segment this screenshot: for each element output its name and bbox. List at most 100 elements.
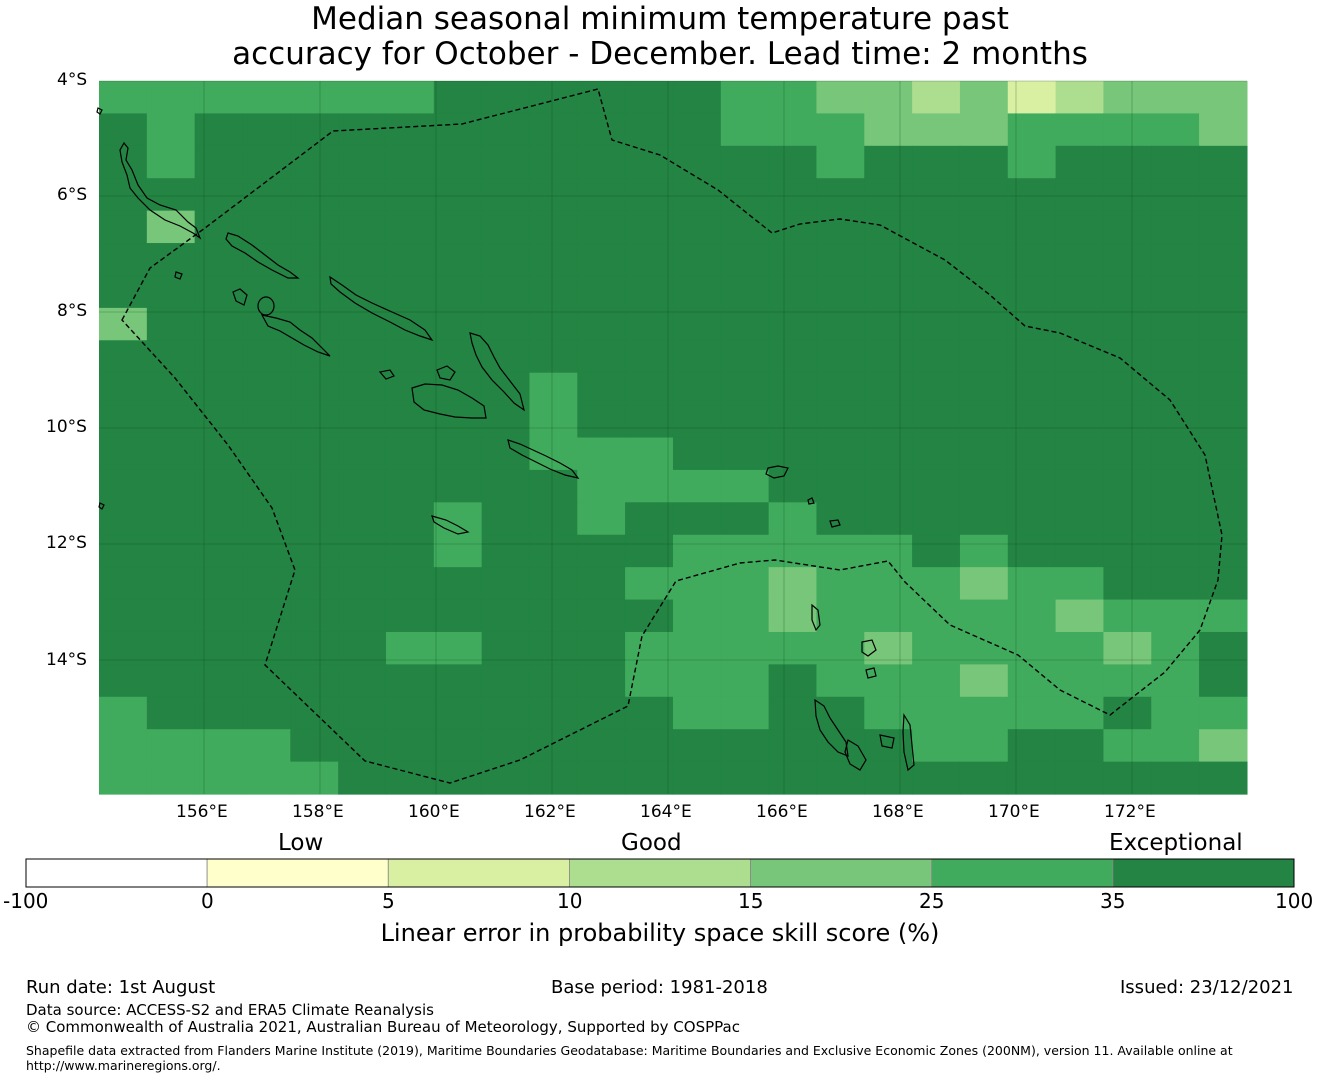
- grid-cell: [99, 437, 148, 471]
- grid-cell: [481, 696, 531, 730]
- grid-cell: [625, 340, 674, 374]
- grid-cell: [1007, 534, 1057, 568]
- grid-cell: [672, 599, 722, 633]
- grid-cell: [720, 178, 770, 212]
- santa-isabel-island: [329, 275, 434, 342]
- grid-cell: [959, 502, 1009, 536]
- data-source: Data source: ACCESS-S2 and ERA5 Climate …: [26, 1001, 434, 1019]
- y-label-8S: 8°S: [57, 301, 88, 321]
- grid-cell: [959, 599, 1009, 633]
- grid-cell: [959, 405, 1009, 439]
- grid-cell: [194, 631, 244, 665]
- grid-cell: [672, 178, 722, 212]
- grid-cell: [912, 210, 961, 244]
- grid-cell: [768, 210, 818, 244]
- map-title-line-2: accuracy for October - December. Lead ti…: [232, 36, 1088, 72]
- grid-cell: [912, 340, 961, 374]
- grid-cell: [672, 534, 722, 568]
- grid-cell: [1055, 696, 1105, 730]
- colorbar-swatch: [25, 858, 208, 888]
- grid-cell: [959, 437, 1009, 471]
- grid-cell: [1103, 437, 1152, 471]
- grid-cell: [577, 534, 626, 568]
- grid-cell: [864, 567, 913, 601]
- grid-cell: [529, 178, 578, 212]
- grid-cell: [290, 469, 339, 503]
- grid-cell: [385, 405, 435, 439]
- grid-cell: [672, 275, 722, 309]
- grid-cell: [577, 405, 626, 439]
- grid-cell: [385, 178, 435, 212]
- grid-cell: [1007, 81, 1057, 115]
- grid-cell: [577, 113, 626, 147]
- grid-cell: [912, 567, 961, 601]
- grid-cell: [338, 275, 387, 309]
- grid-cell: [768, 502, 818, 536]
- grid-cell: [481, 275, 531, 309]
- grid-cell: [864, 275, 913, 309]
- grid-cell: [481, 81, 531, 115]
- colorbar-swatch: [206, 858, 389, 888]
- grid-cell: [720, 664, 770, 698]
- grid-cell: [242, 178, 291, 212]
- grid-cell: [242, 729, 291, 763]
- grid-cell: [816, 81, 865, 115]
- x-label-168E: 168°E: [872, 802, 924, 822]
- grid-cell: [99, 372, 148, 406]
- grid-cell: [959, 631, 1009, 665]
- grid-cell: [338, 81, 387, 115]
- grid-cell: [672, 113, 722, 147]
- grid-cell: [1151, 567, 1200, 601]
- grid-cell: [768, 696, 818, 730]
- grid-cell: [1199, 599, 1248, 633]
- grid-cell: [625, 437, 674, 471]
- grid-cell: [1199, 81, 1248, 115]
- grid-cell: [385, 81, 435, 115]
- grid-cell: [481, 178, 531, 212]
- grid-cell: [816, 372, 865, 406]
- grid-cell: [194, 81, 244, 115]
- y-label-14S: 14°S: [46, 650, 87, 670]
- grid-cell: [385, 210, 435, 244]
- grid-cell: [385, 469, 435, 503]
- grid-cell: [1007, 145, 1057, 179]
- y-label-4S: 4°S: [57, 70, 88, 90]
- grid-cell: [290, 437, 339, 471]
- grid-cell: [816, 340, 865, 374]
- grid-cell: [433, 696, 483, 730]
- grid-cell: [146, 307, 196, 341]
- grid-cell: [720, 761, 770, 795]
- russell-islands: [378, 369, 395, 380]
- grid-cell: [816, 405, 865, 439]
- grid-cell: [481, 210, 531, 244]
- grid-cell: [768, 405, 818, 439]
- grid-cell: [385, 372, 435, 406]
- grid-cell: [1007, 729, 1057, 763]
- grid-cell: [1199, 729, 1248, 763]
- grid-cell: [290, 81, 339, 115]
- grid-cell: [194, 340, 244, 374]
- grid-cell: [1055, 243, 1105, 277]
- grid-cell: [99, 307, 148, 341]
- grid-cell: [577, 437, 626, 471]
- grid-cell: [577, 567, 626, 601]
- grid-cell: [290, 210, 339, 244]
- grid-cell: [577, 210, 626, 244]
- grid-cell: [672, 405, 722, 439]
- colorbar-tick: 35: [1100, 889, 1126, 913]
- grid-cell: [529, 534, 578, 568]
- grid-cell: [1151, 210, 1200, 244]
- colorbar-tick: 15: [738, 889, 764, 913]
- grid-cell: [242, 113, 291, 147]
- grid-cell: [959, 275, 1009, 309]
- grid-cell: [577, 761, 626, 795]
- grid-cell: [577, 696, 626, 730]
- grid-cell: [242, 599, 291, 633]
- grid-cell: [912, 469, 961, 503]
- pentecost-island: [902, 713, 915, 772]
- grid-cell: [242, 534, 291, 568]
- grid-cell: [99, 502, 148, 536]
- issued-date: Issued: 23/12/2021: [1120, 977, 1294, 998]
- grid-cell: [385, 243, 435, 277]
- grid-cell: [146, 631, 196, 665]
